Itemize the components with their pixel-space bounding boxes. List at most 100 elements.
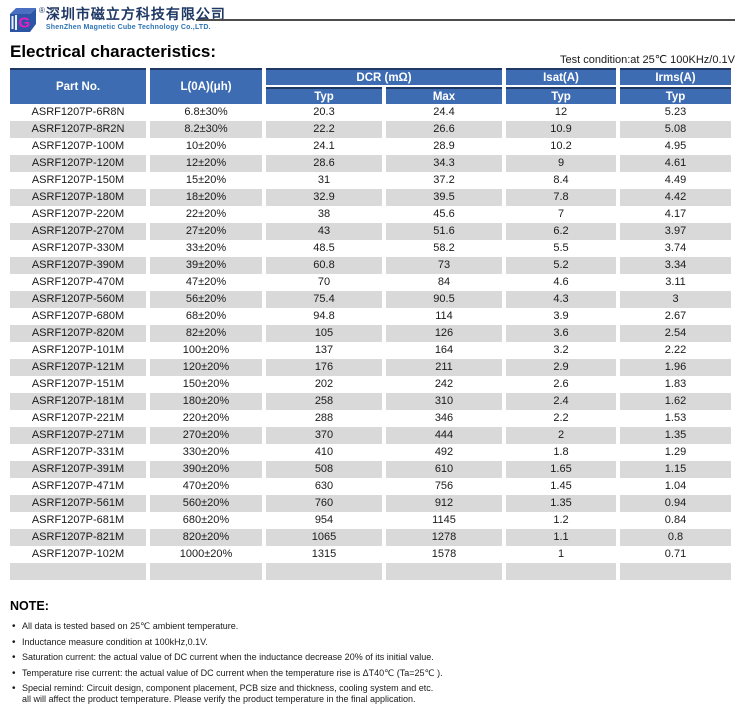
table-cell: 12 bbox=[554, 106, 568, 118]
table-row: ASRF1207P-390M 39±20% 60.8 73 5.2 3.34 bbox=[10, 257, 731, 274]
col-subheader-irms-typ: Typ bbox=[620, 87, 731, 104]
table-cell: 9 bbox=[506, 155, 616, 172]
table-cell: 4.3 bbox=[506, 291, 616, 308]
table-cell: 444 bbox=[386, 427, 502, 444]
table-cell: 1578 bbox=[431, 548, 457, 560]
table-row: ASRF1207P-150M 15±20% 31 37.2 8.4 4.49 bbox=[10, 172, 731, 189]
table-body: ASRF1207P-6R8N 6.8±30% 20.3 24.4 12 5.23 ASRF1… bbox=[10, 104, 731, 580]
table-cell: ASRF1207P-470M bbox=[31, 276, 125, 288]
table-row: ASRF1207P-560M 56±20% 75.4 90.5 4.3 3 bbox=[10, 291, 731, 308]
table-cell: ASRF1207P-8R2N bbox=[10, 121, 146, 138]
table-cell: 0.84 bbox=[664, 514, 687, 526]
col-header-part-no: Part No. bbox=[10, 68, 146, 104]
note-section: NOTE: All data is tested based on 25℃ am… bbox=[10, 599, 731, 710]
table-cell: 75.4 bbox=[266, 291, 382, 308]
table-cell: 28.6 bbox=[266, 155, 382, 172]
table-cell: 10±20% bbox=[185, 140, 227, 152]
table-cell: 242 bbox=[434, 378, 454, 390]
table-cell: 1.29 bbox=[664, 446, 687, 458]
table-row: ASRF1207P-391M 390±20% 508 610 1.65 1.15 bbox=[10, 461, 731, 478]
note-item: All data is tested based on 25℃ ambient … bbox=[10, 621, 731, 632]
table-cell: 202 bbox=[314, 378, 334, 390]
table-cell: 2 bbox=[506, 427, 616, 444]
table-cell: 4.49 bbox=[664, 174, 687, 186]
table-cell: 2.4 bbox=[506, 393, 616, 410]
table-cell: 180±20% bbox=[150, 393, 262, 410]
table-cell: ASRF1207P-330M bbox=[31, 242, 125, 254]
table-row: ASRF1207P-151M 150±20% 202 242 2.6 1.83 bbox=[10, 376, 731, 393]
page-title: Electrical characteristics: bbox=[10, 42, 217, 61]
table-cell bbox=[506, 563, 616, 580]
table-cell: ASRF1207P-6R8N bbox=[31, 106, 125, 118]
table-cell: ASRF1207P-151M bbox=[31, 378, 125, 390]
table-cell: 258 bbox=[266, 393, 382, 410]
table-cell bbox=[266, 563, 382, 580]
table-cell: ASRF1207P-680M bbox=[31, 310, 125, 322]
note-heading: NOTE: bbox=[10, 599, 49, 613]
table-cell: 410 bbox=[314, 446, 334, 458]
table-cell: 24.4 bbox=[433, 106, 455, 118]
table-cell: 1.2 bbox=[553, 514, 569, 526]
table-cell: 39.5 bbox=[386, 189, 502, 206]
col-subheader-isat-typ: Typ bbox=[506, 87, 616, 104]
table-cell: 610 bbox=[386, 461, 502, 478]
table-cell: 3.34 bbox=[620, 257, 731, 274]
table-cell: 1.1 bbox=[506, 529, 616, 546]
table-cell: 15±20% bbox=[185, 174, 227, 186]
table-cell: 1.96 bbox=[620, 359, 731, 376]
col-subheader-dcr-typ: Typ bbox=[266, 87, 382, 104]
company-name-en: ShenZhen Magnetic Cube Technology Co.,LT… bbox=[45, 24, 211, 31]
table-cell: 5.08 bbox=[620, 121, 731, 138]
table-cell: 954 bbox=[314, 514, 334, 526]
table-cell: 120±20% bbox=[150, 359, 262, 376]
table-cell: 4.6 bbox=[553, 276, 569, 288]
table-cell: 508 bbox=[266, 461, 382, 478]
table-cell: 150±20% bbox=[182, 378, 230, 390]
note-item: Saturation current: the actual value of … bbox=[10, 652, 731, 663]
table-cell: 3.11 bbox=[665, 276, 686, 288]
col-header-dcr: DCR (mΩ) bbox=[266, 68, 502, 85]
table-cell: ASRF1207P-331M bbox=[31, 446, 125, 458]
table-cell: 1000±20% bbox=[179, 548, 233, 560]
table-cell: 4.61 bbox=[620, 155, 731, 172]
table-cell: 1.04 bbox=[664, 480, 687, 492]
table-cell: 1.35 bbox=[506, 495, 616, 512]
table-cell: 1.15 bbox=[620, 461, 731, 478]
table-cell: ASRF1207P-560M bbox=[10, 291, 146, 308]
table-cell: 68±20% bbox=[185, 310, 227, 322]
table-cell: 31 bbox=[317, 174, 331, 186]
table-cell bbox=[386, 563, 502, 580]
table-cell: 680±20% bbox=[182, 514, 230, 526]
col-subheader-dcr-max: Max bbox=[386, 87, 502, 104]
table-row: ASRF1207P-181M 180±20% 258 310 2.4 1.62 bbox=[10, 393, 731, 410]
table-cell: 310 bbox=[386, 393, 502, 410]
table-cell: 270±20% bbox=[150, 427, 262, 444]
table-cell: ASRF1207P-270M bbox=[10, 223, 146, 240]
table-row: ASRF1207P-331M 330±20% 410 492 1.8 1.29 bbox=[10, 444, 731, 461]
table-cell: 470±20% bbox=[182, 480, 230, 492]
col-header-isat: Isat(A) bbox=[506, 68, 616, 85]
test-condition-label: Test condition:at 25℃ 100KHz/0.1V bbox=[559, 54, 735, 66]
table-cell: 2.6 bbox=[553, 378, 569, 390]
table-cell: 10.9 bbox=[506, 121, 616, 138]
table-cell: 84 bbox=[437, 276, 451, 288]
table-cell: ASRF1207P-101M bbox=[31, 344, 125, 356]
table-cell: 38 bbox=[317, 208, 331, 220]
table-cell: 6.2 bbox=[506, 223, 616, 240]
table-cell: 3.9 bbox=[553, 310, 569, 322]
table-row: ASRF1207P-101M 100±20% 137 164 3.2 2.22 bbox=[10, 342, 731, 359]
table-cell: 211 bbox=[386, 359, 502, 376]
table-cell: 4.17 bbox=[664, 208, 687, 220]
table-row: ASRF1207P-821M 820±20% 1065 1278 1.1 0.8 bbox=[10, 529, 731, 546]
table-cell: ASRF1207P-221M bbox=[31, 412, 125, 424]
table-cell: 1.45 bbox=[550, 480, 572, 492]
table-cell bbox=[150, 563, 262, 580]
table-cell: 34.3 bbox=[386, 155, 502, 172]
company-name-cn: 深圳市磁立方科技有限公司 bbox=[45, 6, 226, 22]
table-cell: 1145 bbox=[432, 514, 456, 526]
table-cell: 288 bbox=[314, 412, 334, 424]
table-cell: 1278 bbox=[386, 529, 502, 546]
table-cell: 5.23 bbox=[664, 106, 687, 118]
table-cell: 760 bbox=[266, 495, 382, 512]
table-cell: 94.8 bbox=[313, 310, 335, 322]
